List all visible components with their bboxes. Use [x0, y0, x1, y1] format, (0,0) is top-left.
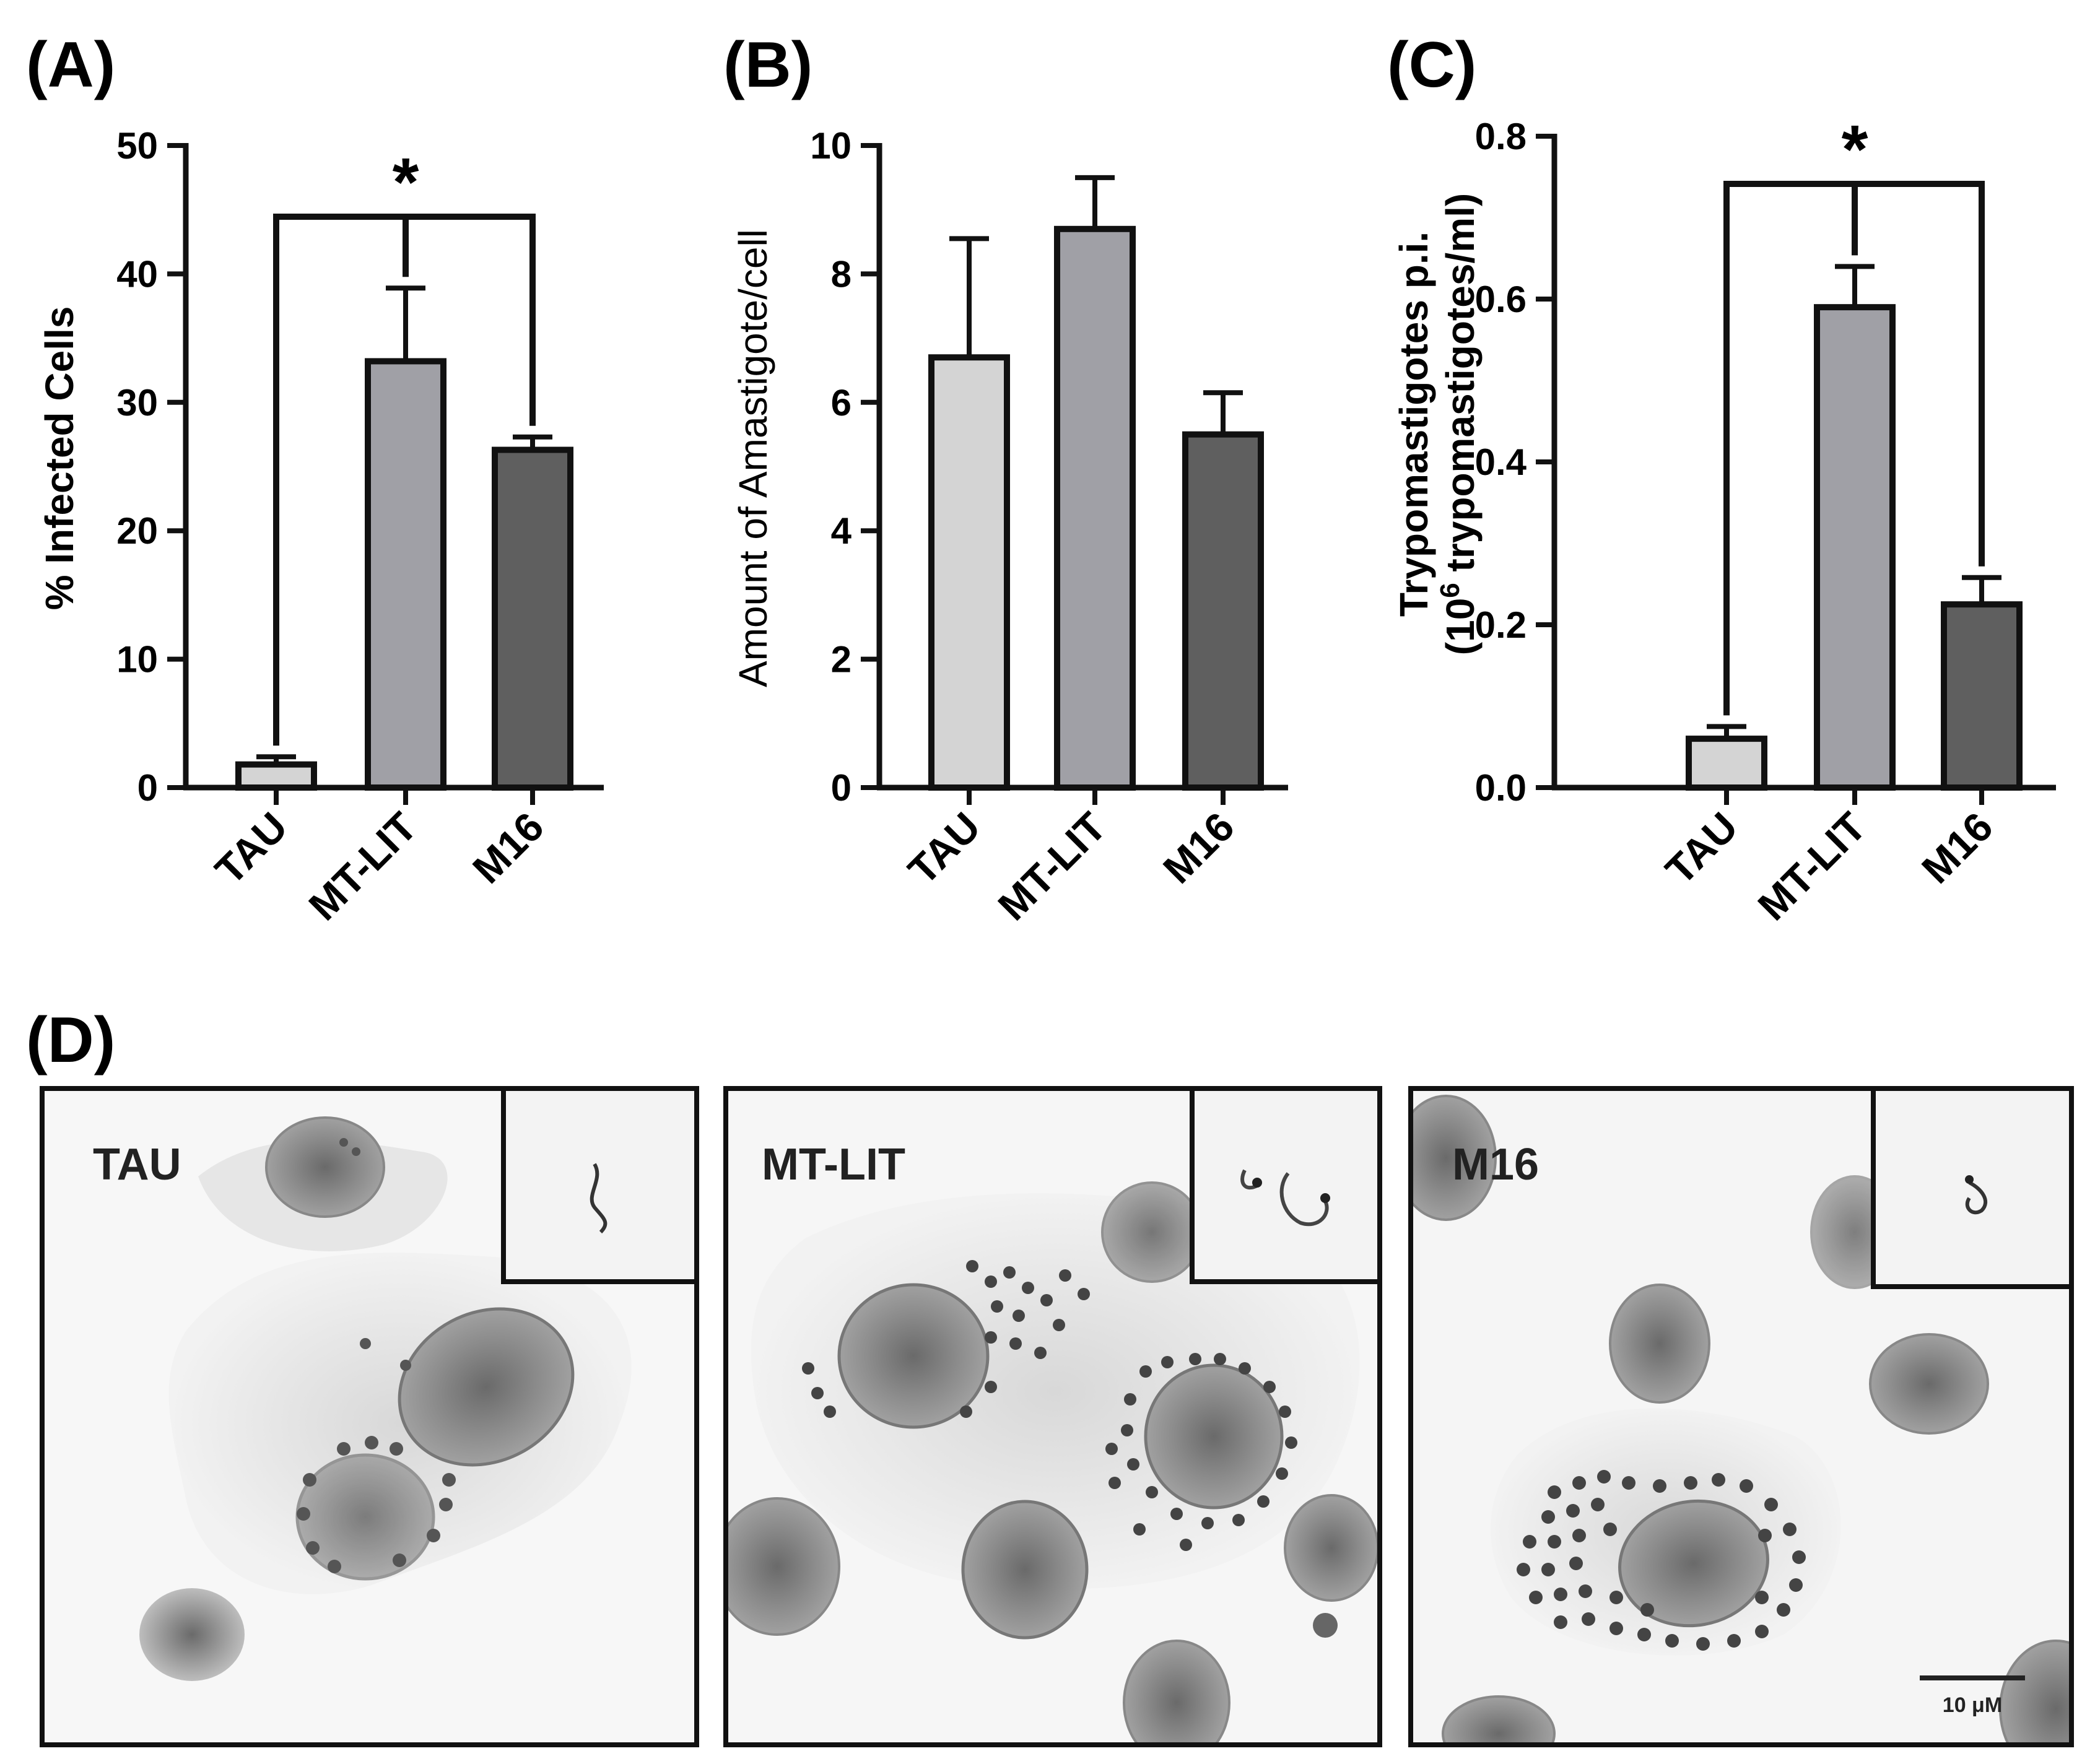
y-tick-label: 30: [116, 382, 158, 424]
bar-m16: [1941, 601, 2023, 791]
bar-tau: [928, 354, 1010, 791]
micrograph-label-mt-lit: MT-LIT: [762, 1140, 905, 1189]
micrograph-label-tau: TAU: [93, 1140, 181, 1189]
significance-star: *: [1842, 111, 1868, 188]
y-tick-label: 0.2: [1475, 604, 1527, 646]
chart-amastigote-per-cell: 0 2 4 6 8 10 TAU MT-LIT M16: [810, 125, 1288, 929]
y-axis-label-a: % Infected Cells: [37, 306, 82, 610]
category-label: MT-LIT: [989, 804, 1115, 929]
category-label: M16: [1913, 804, 2001, 892]
category-label: TAU: [206, 804, 296, 893]
y-tick-label: 4: [831, 510, 852, 552]
y-tick-label: 0.8: [1475, 116, 1527, 157]
micrograph-label-m16: M16: [1452, 1140, 1539, 1189]
y-tick-label: 10: [116, 639, 158, 680]
y-axis-label-b: Amount of Amastigote/cell: [731, 229, 775, 687]
y-tick-label: 0.6: [1475, 279, 1527, 320]
category-label: M16: [1154, 804, 1243, 892]
category-label: MT-LIT: [1749, 804, 1875, 929]
micrograph-mt-lit: MT-LIT: [723, 1086, 1382, 1747]
y-tick-label: 40: [116, 253, 158, 295]
bar-mt-lit: [1054, 225, 1136, 791]
y-tick-label: 50: [116, 125, 158, 167]
panel-letter-a: (A): [26, 29, 115, 101]
panel-letter-d: (D): [26, 1004, 115, 1076]
y-tick-label: 6: [831, 382, 852, 424]
bar-m16: [492, 446, 573, 791]
chart-infected-cells: 0 10 20 30 40 50 TAU MT-LIT M16 *: [116, 125, 604, 929]
panel-letter-c: (C): [1387, 29, 1476, 101]
y-axis-label-c-line2: (106 trypomastigotes/ml): [1435, 193, 1483, 655]
y-tick-label: 20: [116, 510, 158, 552]
bar-tau: [235, 761, 317, 791]
y-tick-label: 10: [810, 125, 852, 167]
micrograph-m16: M16 10 μM: [1408, 1086, 2074, 1747]
category-label: TAU: [1657, 804, 1746, 893]
y-tick-label: 8: [831, 253, 852, 295]
bar-mt-lit: [365, 358, 446, 791]
category-label: M16: [464, 804, 552, 892]
scale-bar-label: 10 μM: [1943, 1693, 2002, 1717]
y-tick-label: 2: [831, 639, 852, 680]
chart-trypomastigotes: 0.0 0.2 0.4 0.6 0.8 TAU MT-LIT M16 *: [1475, 111, 2056, 929]
bar-m16: [1182, 431, 1264, 791]
bar-mt-lit: [1814, 304, 1896, 791]
bar-tau: [1686, 736, 1767, 791]
y-tick-label: 0: [831, 767, 852, 809]
panel-letter-b: (B): [723, 29, 812, 101]
category-label: MT-LIT: [300, 804, 425, 929]
category-label: TAU: [899, 804, 989, 893]
y-tick-label: 0.4: [1475, 441, 1527, 483]
micrograph-tau: TAU: [40, 1086, 699, 1747]
y-axis-label-c-line1: Trypomastigotes p.i.: [1392, 232, 1436, 617]
y-tick-label: 0.0: [1475, 767, 1527, 809]
significance-star: *: [393, 144, 419, 220]
y-tick-label: 0: [137, 767, 158, 809]
